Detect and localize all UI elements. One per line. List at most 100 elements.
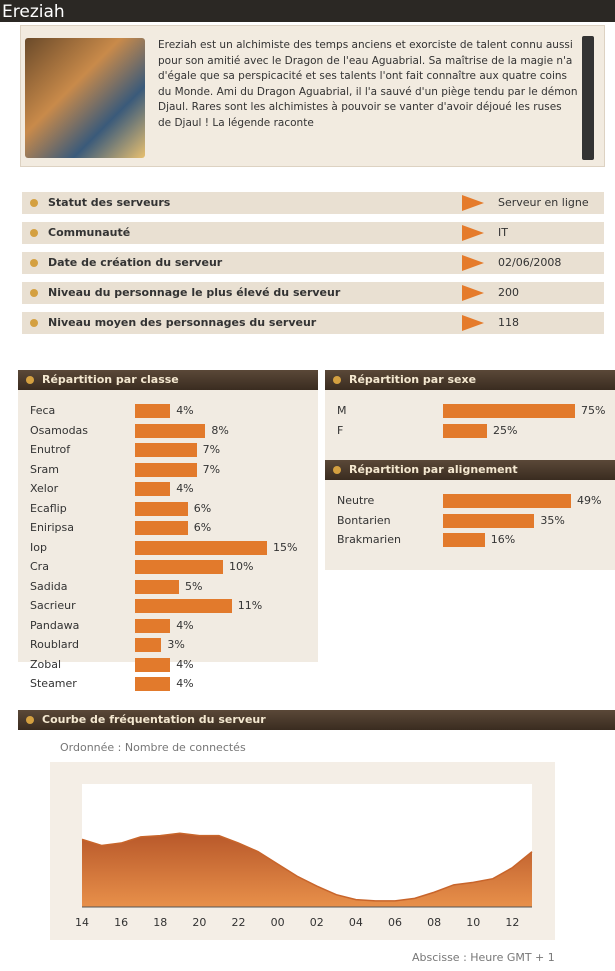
x-axis-label: Abscisse : Heure GMT + 1	[412, 951, 555, 964]
x-tick-label: 20	[192, 916, 206, 929]
bullet	[30, 199, 38, 207]
header-title: Ereziah	[0, 0, 615, 22]
value-label: 4%	[176, 404, 194, 417]
bar	[135, 443, 197, 457]
bar	[135, 599, 232, 613]
portrait	[25, 38, 145, 158]
category-label: Iop	[30, 540, 47, 554]
value-label: 15%	[273, 540, 298, 554]
y-axis-label: Ordonnée : Nombre de connectés	[60, 741, 246, 754]
value-label: 11%	[237, 599, 263, 612]
bar	[443, 513, 535, 528]
x-tick-label: 00	[271, 916, 285, 929]
area-line	[81, 832, 533, 902]
category-label: Sacrieur	[30, 599, 76, 612]
scrollbar[interactable]	[582, 36, 594, 160]
arrow	[462, 255, 484, 271]
bullet	[26, 716, 34, 724]
info-row: Niveau moyen des personnages du serveur 1…	[22, 312, 604, 334]
value-label: 25%	[493, 423, 518, 437]
value-label: 75%	[581, 404, 606, 417]
value-label: 7%	[202, 443, 221, 456]
value-label: 4%	[176, 657, 194, 671]
value-label: 16%	[490, 533, 516, 546]
x-tick-label: 02	[310, 916, 324, 929]
value-label: 10%	[229, 560, 254, 573]
x-tick-label: 18	[153, 916, 167, 929]
bar	[135, 521, 188, 535]
value-label: 8%	[211, 423, 229, 437]
info-row: Date de création du serveur 02/06/2008	[22, 252, 604, 274]
chart: Répartition par classe Feca 4% Osamodas 8% En…	[18, 370, 318, 706]
bullet	[30, 259, 38, 267]
value-label: 4%	[176, 482, 194, 495]
bar	[135, 423, 206, 438]
section-title: Répartition par sexe	[325, 370, 615, 390]
x-tick-label: 04	[349, 916, 363, 929]
category-label: Brakmarien	[337, 533, 401, 546]
value-label: 3%	[167, 638, 185, 651]
bar	[135, 579, 179, 594]
category-label: Sadida	[30, 579, 68, 593]
x-tick-label: 22	[232, 916, 246, 929]
bullet	[30, 319, 38, 327]
value-label: 49%	[577, 494, 602, 507]
bar	[135, 462, 197, 477]
chart: Répartition par alignement Neutre 49% Bonta…	[325, 460, 615, 570]
bar	[443, 494, 571, 508]
bar	[443, 533, 485, 547]
info-value: 02/06/2008	[498, 256, 562, 269]
category-label: F	[337, 423, 344, 437]
category-label: Ecaflip	[30, 501, 67, 515]
x-tick-label: 06	[388, 916, 402, 929]
info-row: Statut des serveurs Serveur en ligne	[22, 192, 604, 214]
x-tick-label: 12	[505, 916, 519, 929]
section-title: Répartition par alignement	[325, 460, 615, 480]
info-label: Statut des serveurs	[48, 196, 171, 209]
value-label: 4%	[176, 618, 194, 632]
category-label: M	[337, 404, 347, 417]
info-value: Serveur en ligne	[498, 196, 589, 209]
category-label: Xelor	[30, 482, 59, 495]
bullet	[333, 466, 341, 474]
arrow	[462, 195, 484, 211]
section-title: Courbe de fréquentation du serveur	[18, 710, 615, 730]
info-label: Niveau moyen des personnages du serveur	[48, 316, 317, 329]
category-label: Osamodas	[30, 423, 89, 437]
category-label: Cra	[30, 560, 49, 573]
info-label: Date de création du serveur	[48, 256, 223, 269]
x-tick-label: 10	[466, 916, 480, 929]
category-label: Feca	[30, 404, 56, 417]
x-tick-label: 14	[75, 916, 89, 929]
x-tick-label: 16	[114, 916, 128, 929]
bar	[135, 618, 171, 633]
bar	[135, 540, 267, 555]
bullet	[333, 376, 341, 384]
bar	[135, 560, 223, 574]
value-label: 6%	[193, 521, 212, 534]
arrow	[462, 285, 484, 301]
arrow	[462, 225, 484, 241]
arrow	[462, 315, 484, 331]
bullet	[30, 289, 38, 297]
info-value: IT	[498, 226, 508, 239]
value-label: 35%	[540, 513, 565, 527]
category-label: Bontarien	[337, 513, 391, 527]
category-label: Roublard	[30, 638, 79, 651]
category-label: Steamer	[30, 677, 77, 690]
bullet	[26, 376, 34, 384]
bar	[135, 482, 171, 496]
bar	[135, 638, 162, 652]
section-title: Répartition par classe	[18, 370, 318, 390]
area-fill	[82, 833, 532, 907]
category-label: Enutrof	[30, 443, 71, 456]
category-label: Neutre	[337, 494, 375, 507]
bar	[135, 677, 171, 691]
x-tick-label: 08	[427, 916, 441, 929]
info-row: Niveau du personnage le plus élevé du se…	[22, 282, 604, 304]
value-label: 5%	[185, 579, 203, 593]
value-label: 4%	[176, 677, 194, 690]
bar	[443, 423, 487, 438]
chart: Répartition par sexe M 75% F 25%	[325, 370, 615, 460]
